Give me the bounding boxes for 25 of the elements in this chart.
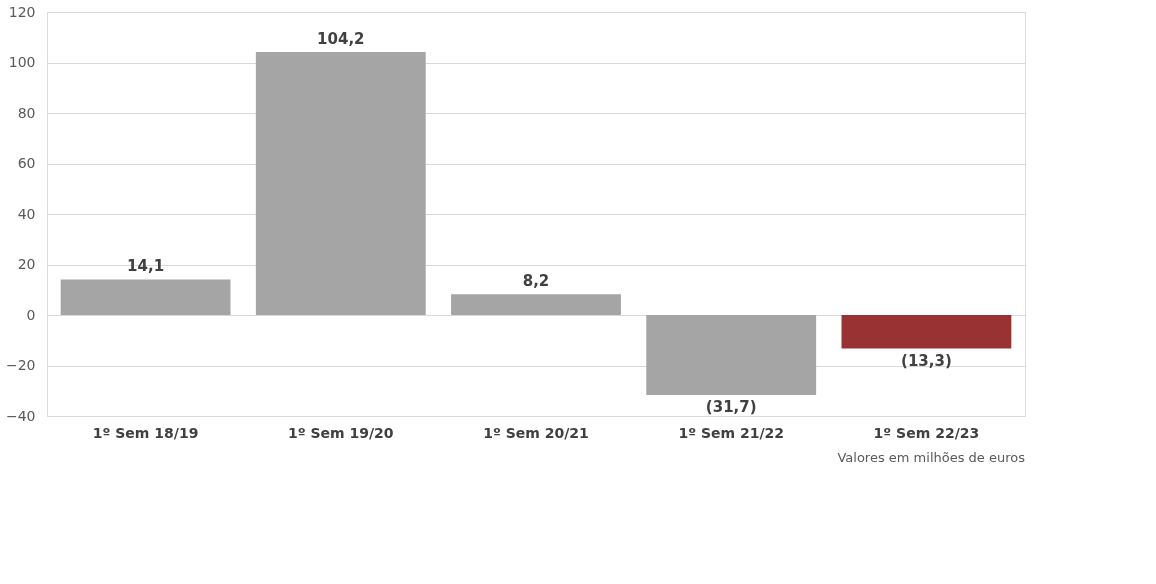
text: Valores em milhões de euros bbox=[837, 450, 1026, 465]
data-label: 14,1 bbox=[127, 257, 165, 276]
y-tick-label: 120 bbox=[8, 3, 36, 20]
data-label: (13,3) bbox=[901, 351, 952, 370]
x-tick-label: 1º Sem 20/21 bbox=[483, 424, 589, 441]
y-tick-label: 0 bbox=[26, 306, 36, 323]
y-tick-label: 100 bbox=[8, 54, 36, 70]
y-tick-label: −40 bbox=[5, 407, 36, 424]
y-tick-label: 20 bbox=[17, 256, 36, 272]
bar bbox=[451, 294, 621, 315]
bar bbox=[646, 315, 817, 396]
bar bbox=[60, 279, 231, 315]
data-label: 104,2 bbox=[317, 29, 365, 48]
bar bbox=[841, 315, 1012, 349]
y-tick-label: 80 bbox=[17, 104, 36, 121]
x-tick-label: 1º Sem 19/20 bbox=[287, 424, 394, 441]
y-tick-label: −20 bbox=[5, 357, 36, 373]
x-tick-label: 1º Sem 22/23 bbox=[873, 424, 980, 441]
y-tick-label: 40 bbox=[17, 205, 36, 222]
x-tick-label: 1º Sem 18/19 bbox=[92, 424, 199, 441]
bar bbox=[255, 51, 426, 315]
data-label: (31,7) bbox=[705, 398, 757, 417]
x-tick-label: 1º Sem 21/22 bbox=[678, 424, 785, 441]
data-label: 8,2 bbox=[522, 272, 550, 291]
y-tick-label: 60 bbox=[17, 155, 36, 171]
